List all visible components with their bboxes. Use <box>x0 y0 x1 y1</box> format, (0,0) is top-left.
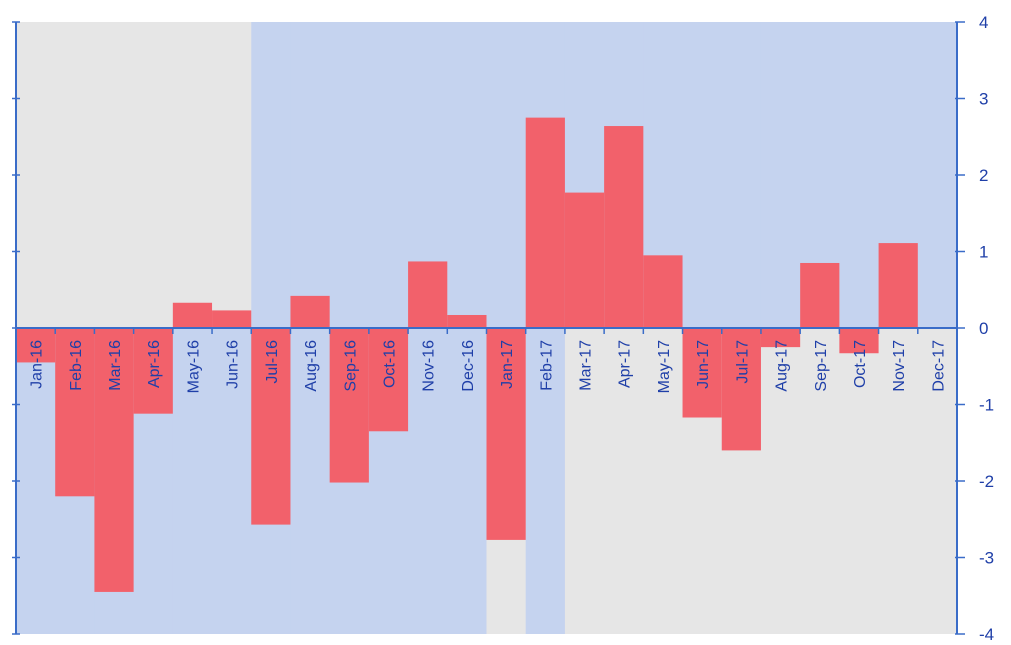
category-labels: Jan-16 Feb-16 Mar-16 Apr-16 May-16 Jun-16 Jul-… <box>29 340 948 393</box>
bar-may-16 <box>172 302 213 328</box>
bar-jul-16 <box>251 328 291 525</box>
bar-aug-17 <box>760 328 801 348</box>
bg-band-upper <box>447 22 488 328</box>
bg-band-upper <box>682 22 723 328</box>
bg-band-upper <box>55 22 96 328</box>
bg-band-upper <box>290 22 331 328</box>
category-label: Jun-17 <box>695 340 712 389</box>
category-label: Apr-17 <box>617 340 634 388</box>
bg-band-upper <box>368 22 409 328</box>
bar-feb-16 <box>55 328 95 497</box>
category-label: Nov-17 <box>891 340 908 392</box>
bar-sep-16 <box>329 328 369 483</box>
category-label: May-17 <box>656 340 673 393</box>
bar-apr-17 <box>604 126 644 328</box>
bg-band-lower <box>212 328 252 634</box>
category-label: Dec-17 <box>930 340 947 392</box>
category-label: Mar-17 <box>578 340 595 391</box>
category-label: Jul-17 <box>734 340 751 384</box>
bar-nov-17 <box>878 243 918 328</box>
category-label: Jun-16 <box>225 340 242 389</box>
bg-band-upper <box>917 22 958 328</box>
y-tick-label: 0 <box>979 319 988 338</box>
bar-apr-16 <box>133 328 173 414</box>
bg-band-upper <box>486 22 527 328</box>
bg-band-upper <box>94 22 135 328</box>
bar-jan-16 <box>16 328 56 363</box>
bg-band-upper <box>212 22 252 328</box>
bar-jun-16 <box>212 310 252 328</box>
bar-jul-17 <box>721 328 761 451</box>
bg-band-lower <box>839 328 880 634</box>
category-label: Oct-16 <box>381 340 398 388</box>
y-tick-label: 2 <box>979 166 988 185</box>
bar-series <box>16 117 918 592</box>
bar-nov-16 <box>408 261 448 328</box>
bg-band-upper <box>721 22 762 328</box>
bg-band-lower <box>917 328 958 634</box>
category-label: Jan-17 <box>499 340 516 389</box>
y-tick-label: -2 <box>979 472 994 491</box>
bar-dec-16 <box>447 314 487 328</box>
bg-band-upper <box>839 22 880 328</box>
bg-band-lower <box>878 328 919 634</box>
y-tick-label: -4 <box>979 625 994 644</box>
bg-band-upper <box>251 22 292 328</box>
category-label: Apr-16 <box>146 340 163 388</box>
bg-band-lower <box>290 328 331 634</box>
category-label: Mar-16 <box>107 340 124 391</box>
bg-band-lower <box>408 328 448 634</box>
bg-band-lower <box>172 328 213 634</box>
bg-band-lower <box>447 328 488 634</box>
bar-feb-17 <box>525 117 565 328</box>
y-tick-label: 1 <box>979 243 988 262</box>
bar-mar-17 <box>564 192 605 328</box>
bg-band-lower <box>643 328 684 634</box>
y-tick-label: 3 <box>979 90 988 109</box>
y-tick-label: 4 <box>979 13 988 32</box>
category-label: Aug-16 <box>303 340 320 392</box>
bg-band-upper <box>133 22 174 328</box>
plot-background <box>16 22 958 634</box>
bar-jun-17 <box>682 328 722 418</box>
axes: 4 3 2 1 0 -1 -2 -3 -4 <box>12 13 994 644</box>
bg-band-upper <box>16 22 56 328</box>
bg-band-lower <box>760 328 801 634</box>
y-tick-label: -1 <box>979 396 994 415</box>
bar-aug-16 <box>290 295 330 328</box>
bg-band-lower <box>564 328 605 634</box>
bg-band-upper <box>329 22 370 328</box>
category-label: Nov-16 <box>421 340 438 392</box>
category-label: Dec-16 <box>460 340 477 392</box>
category-label: Feb-16 <box>68 340 85 391</box>
bar-mar-16 <box>94 328 134 592</box>
category-label: Feb-17 <box>538 340 555 391</box>
bar-oct-16 <box>368 328 409 432</box>
category-label: Jul-16 <box>264 340 281 384</box>
bar-jan-17 <box>486 328 526 540</box>
category-label: May-16 <box>185 340 202 393</box>
bg-band-lower <box>525 328 566 634</box>
bg-band-lower <box>800 328 840 634</box>
bg-band-lower <box>604 328 644 634</box>
category-label: Jan-16 <box>29 340 46 389</box>
category-label: Sep-16 <box>342 340 359 392</box>
category-label: Aug-17 <box>774 340 791 392</box>
bar-sep-17 <box>800 262 840 328</box>
category-label: Oct-17 <box>852 340 869 388</box>
bar-oct-17 <box>839 328 879 354</box>
y-tick-label: -3 <box>979 549 994 568</box>
bg-band-upper <box>760 22 801 328</box>
bg-band-upper <box>172 22 213 328</box>
bar-may-17 <box>643 255 683 328</box>
category-label: Sep-17 <box>813 340 830 392</box>
bg-band-lower <box>16 328 56 634</box>
